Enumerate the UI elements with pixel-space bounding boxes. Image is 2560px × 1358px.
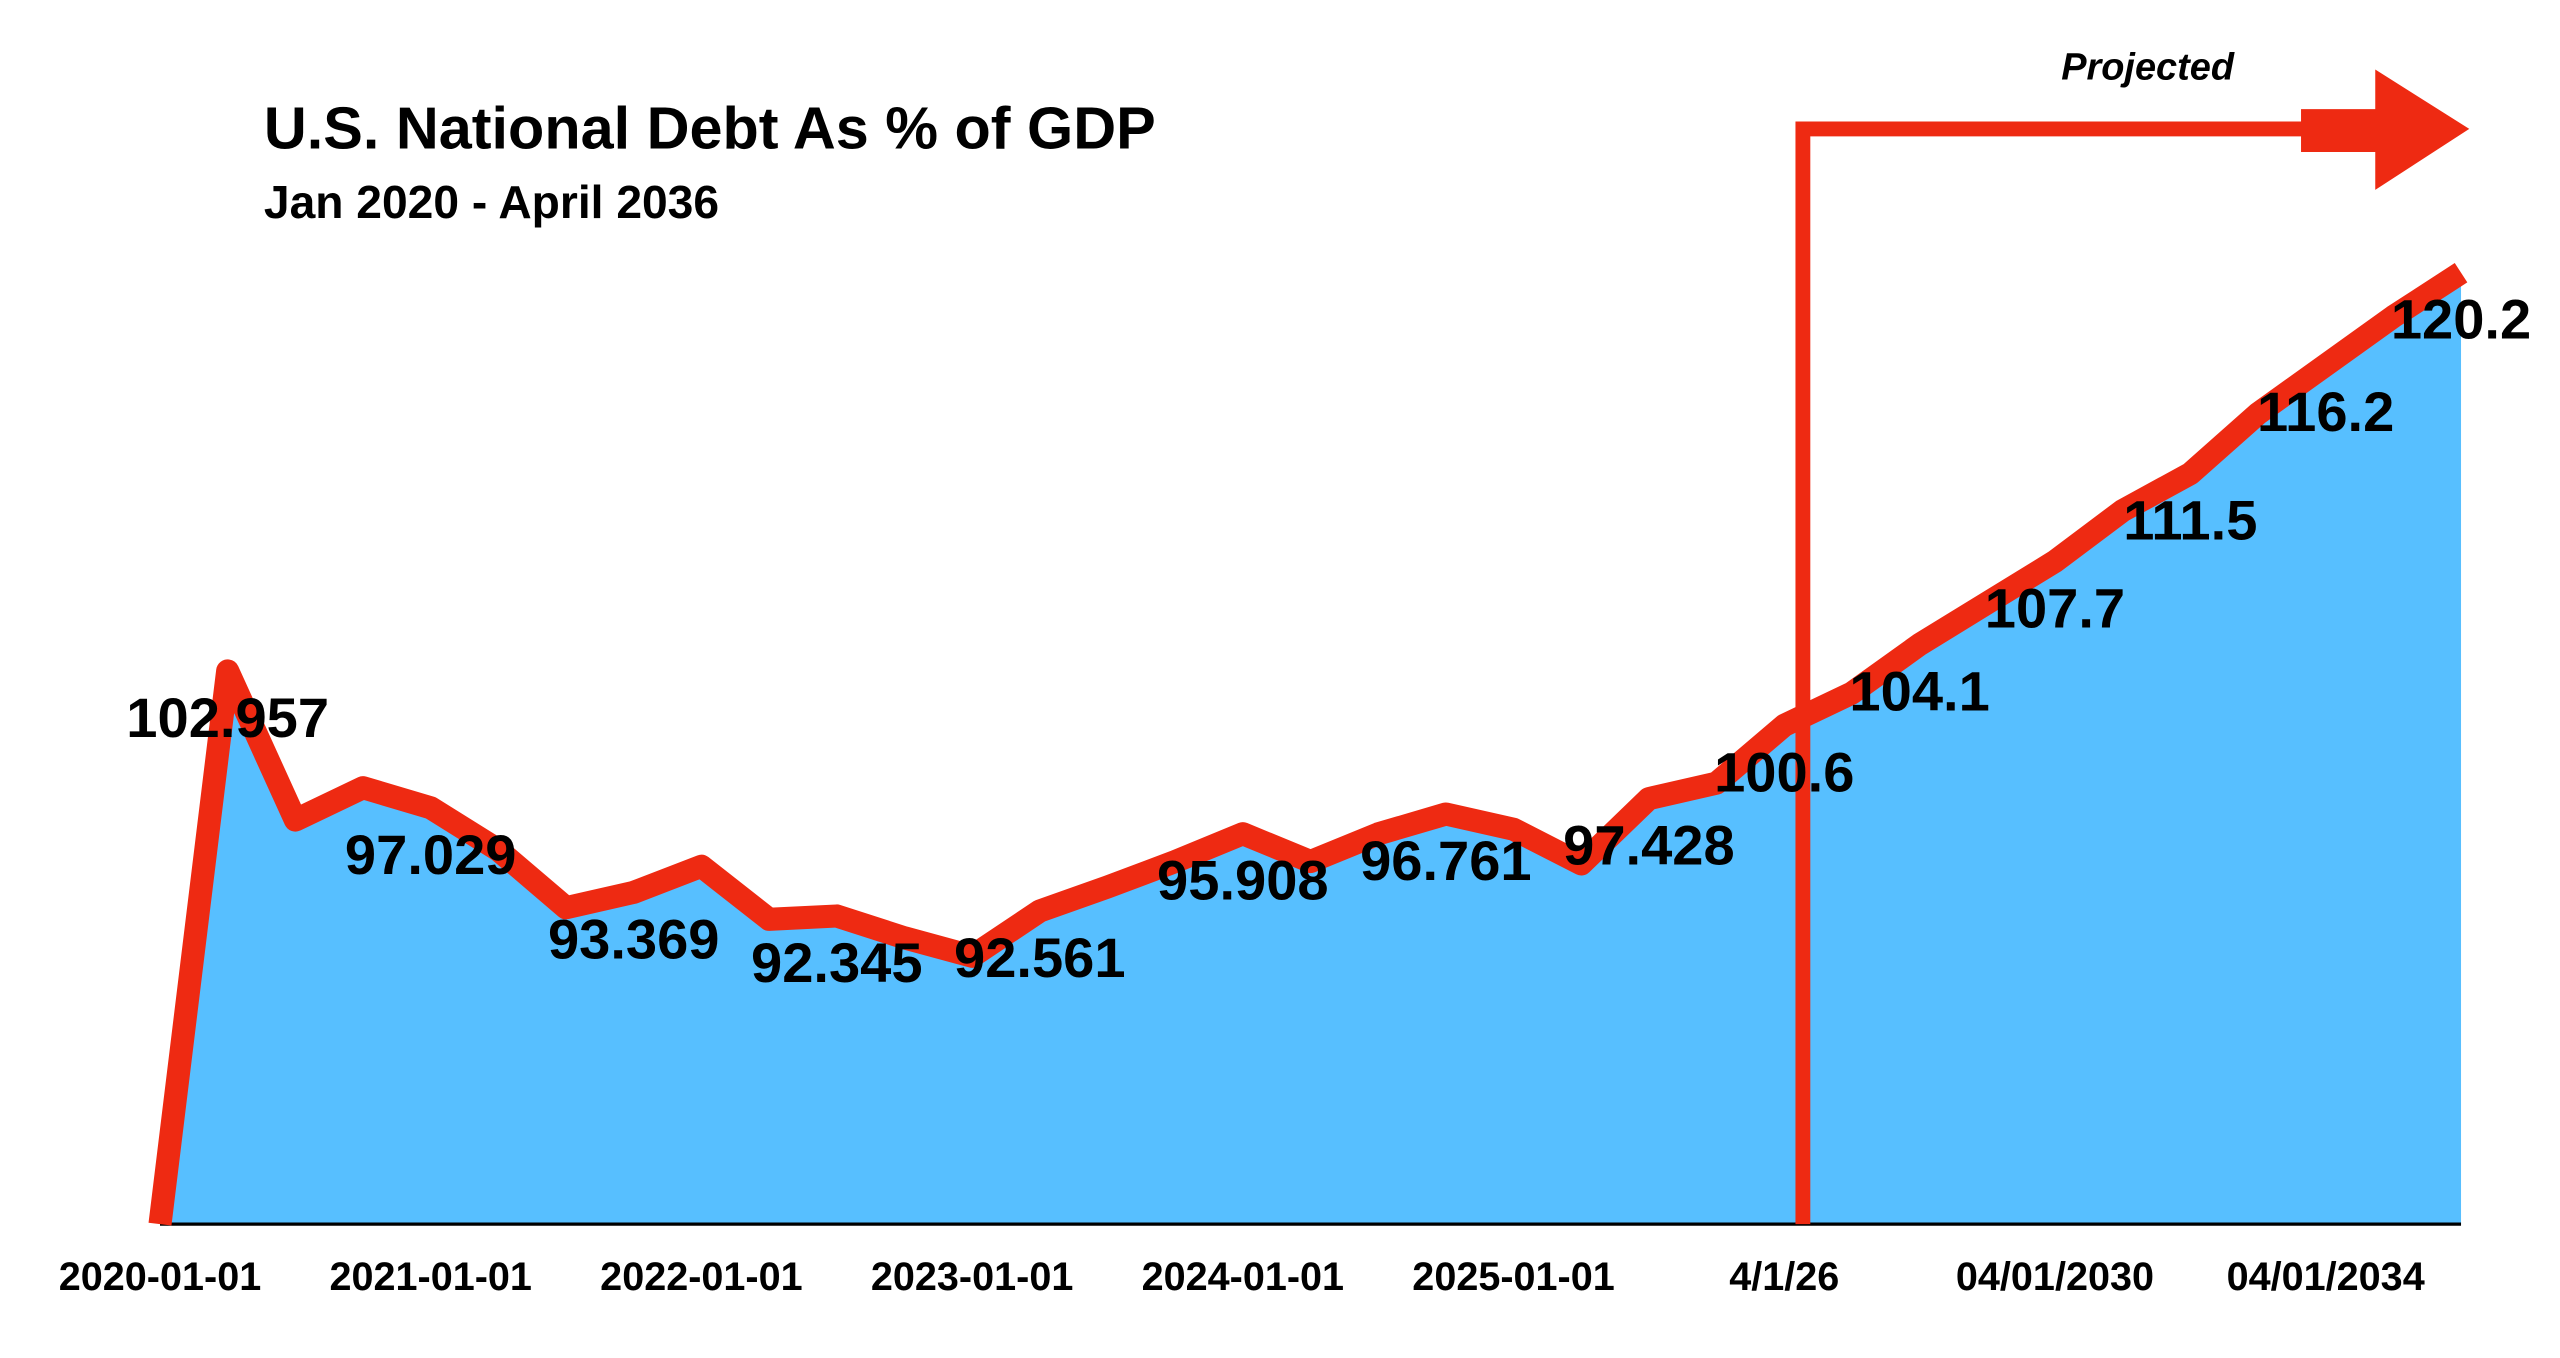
data-label: 92.345 — [751, 931, 923, 994]
projection-divider — [1795, 121, 2310, 1225]
data-label: 97.428 — [1563, 814, 1735, 877]
chart-title: U.S. National Debt As % of GDP — [264, 95, 1156, 162]
label-layer: 2020-01-01 2021-01-01 2022-01-01 2023-01-01… — [59, 288, 2531, 1299]
area-layer — [160, 272, 2462, 1225]
data-label: 102.957 — [126, 686, 329, 749]
x-tick-label: 2020-01-01 — [59, 1255, 261, 1299]
data-label: 120.2 — [2391, 288, 2531, 351]
data-label: 92.561 — [954, 926, 1126, 989]
x-tick-label: 04/01/2030 — [1956, 1255, 2154, 1299]
area — [160, 272, 2462, 1225]
data-label: 93.369 — [548, 907, 720, 970]
annotation: Projected — [2061, 46, 2235, 88]
line-layer — [148, 263, 2468, 1226]
chart-subtitle: Jan 2020 - April 2036 — [264, 176, 719, 228]
x-tick-label: 2023-01-01 — [871, 1255, 1073, 1299]
x-tick-label: 04/01/2034 — [2227, 1255, 2425, 1299]
x-tick-label: 2024-01-01 — [1142, 1255, 1344, 1299]
data-label: 107.7 — [1985, 576, 2125, 639]
x-tick-label: 2025-01-01 — [1412, 1255, 1614, 1299]
x-tick-label: 2022-01-01 — [600, 1255, 802, 1299]
x-tick-label: 4/1/26 — [1729, 1255, 1839, 1299]
data-label: 95.908 — [1157, 849, 1329, 912]
data-label: 104.1 — [1849, 660, 1989, 723]
line — [148, 263, 2468, 1226]
data-label: 97.029 — [345, 823, 517, 886]
x-tick-label: 2021-01-01 — [329, 1255, 531, 1299]
arrow-head — [2301, 69, 2470, 190]
data-label: 100.6 — [1714, 740, 1854, 803]
data-label: 111.5 — [2123, 489, 2257, 552]
projection-arrow — [1795, 69, 2470, 1225]
data-label: 96.761 — [1360, 829, 1532, 892]
data-label: 116.2 — [2257, 380, 2394, 443]
